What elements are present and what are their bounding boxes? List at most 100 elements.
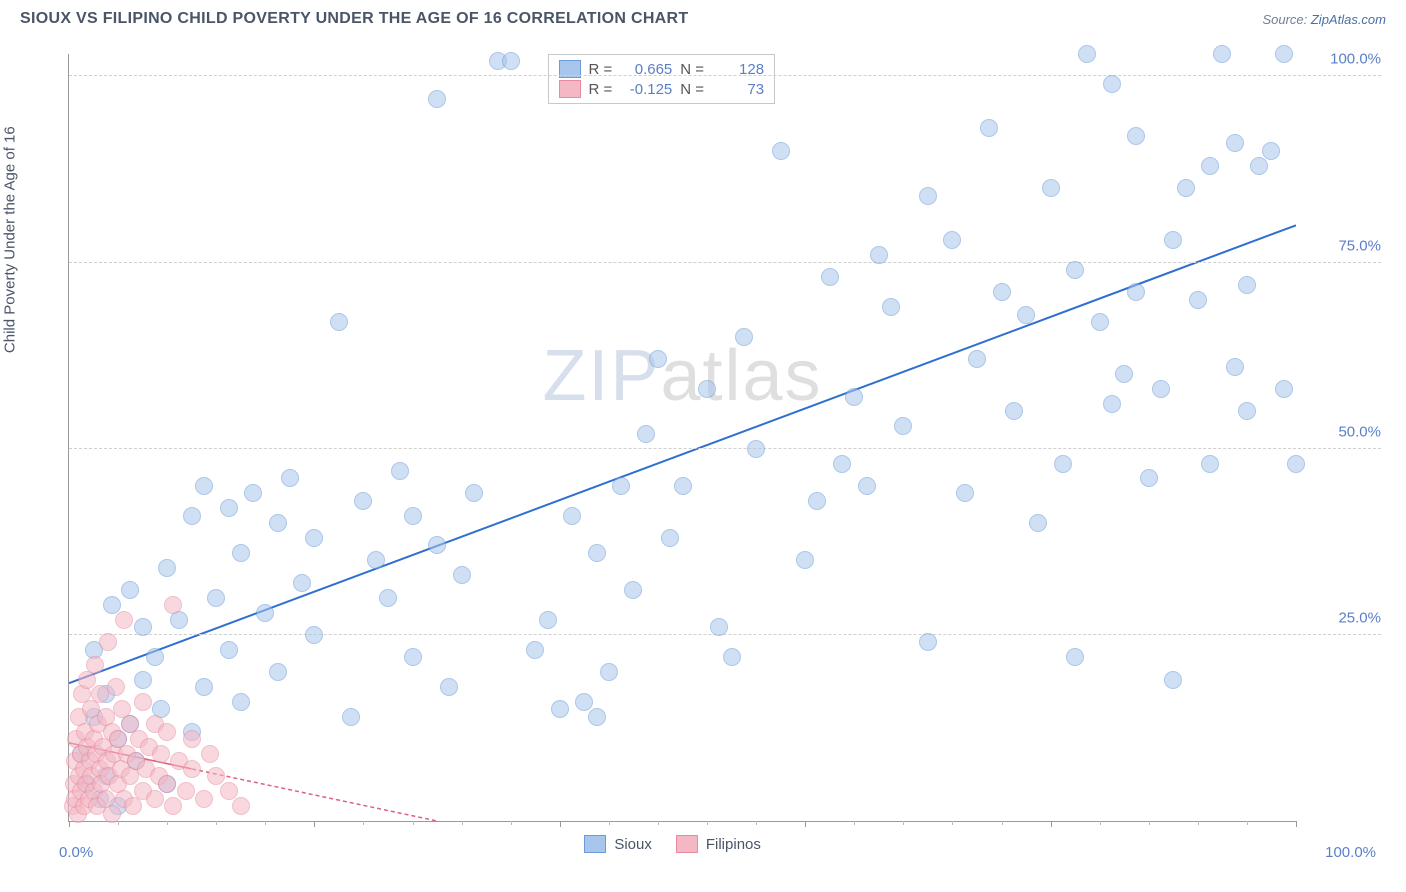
scatter-point [845, 388, 863, 406]
scatter-point [919, 187, 937, 205]
x-tick-minor [1100, 821, 1101, 825]
scatter-point [1017, 306, 1035, 324]
x-tick-minor [707, 821, 708, 825]
x-tick-major [1051, 821, 1052, 827]
scatter-point [232, 693, 250, 711]
chart-container: Child Poverty Under the Age of 16 ZIPatl… [20, 44, 1386, 872]
scatter-point [103, 805, 121, 823]
scatter-point [1127, 127, 1145, 145]
x-tick-minor [363, 821, 364, 825]
scatter-point [342, 708, 360, 726]
scatter-point [107, 678, 125, 696]
scatter-point [698, 380, 716, 398]
legend-stats-row-filipinos: R = -0.125 N = 73 [559, 79, 765, 99]
scatter-point [1201, 455, 1219, 473]
scatter-point [207, 589, 225, 607]
scatter-point [624, 581, 642, 599]
swatch-sioux [584, 835, 606, 853]
x-tick-minor [462, 821, 463, 825]
scatter-point [256, 604, 274, 622]
scatter-point [747, 440, 765, 458]
scatter-point [220, 782, 238, 800]
scatter-point [833, 455, 851, 473]
scatter-point [305, 529, 323, 547]
scatter-point [269, 663, 287, 681]
legend-label-sioux: Sioux [614, 836, 652, 853]
scatter-point [134, 693, 152, 711]
x-tick-minor [413, 821, 414, 825]
scatter-point [943, 231, 961, 249]
scatter-point [1287, 455, 1305, 473]
scatter-point [1091, 313, 1109, 331]
scatter-point [1066, 648, 1084, 666]
scatter-point [183, 760, 201, 778]
scatter-point [1226, 358, 1244, 376]
y-tick-label: 25.0% [1306, 609, 1381, 626]
scatter-point [146, 790, 164, 808]
scatter-point [710, 618, 728, 636]
x-axis-min-label: 0.0% [59, 844, 93, 861]
scatter-point [956, 484, 974, 502]
legend-item-filipinos: Filipinos [676, 835, 761, 853]
y-tick-label: 50.0% [1306, 423, 1381, 440]
legend-stats-box: R = 0.665 N = 128 R = -0.125 N = 73 [548, 54, 776, 104]
scatter-point [269, 514, 287, 532]
x-tick-minor [1247, 821, 1248, 825]
scatter-point [600, 663, 618, 681]
x-tick-major [805, 821, 806, 827]
scatter-point [158, 775, 176, 793]
scatter-point [1029, 514, 1047, 532]
scatter-point [1103, 395, 1121, 413]
scatter-point [1140, 469, 1158, 487]
scatter-point [134, 618, 152, 636]
x-tick-minor [1149, 821, 1150, 825]
scatter-point [612, 477, 630, 495]
scatter-point [453, 566, 471, 584]
scatter-point [1042, 179, 1060, 197]
grid-line [69, 262, 1381, 263]
x-tick-minor [265, 821, 266, 825]
scatter-point [354, 492, 372, 510]
scatter-point [1103, 75, 1121, 93]
scatter-point [428, 536, 446, 554]
scatter-point [244, 484, 262, 502]
plot-area: ZIPatlas R = 0.665 N = 128 R = -0.125 N … [68, 54, 1296, 822]
scatter-point [232, 544, 250, 562]
r-value-filipinos: -0.125 [620, 81, 672, 98]
scatter-point [674, 477, 692, 495]
scatter-point [919, 633, 937, 651]
x-tick-minor [854, 821, 855, 825]
scatter-point [1066, 261, 1084, 279]
x-tick-major [69, 821, 70, 827]
scatter-point [115, 611, 133, 629]
scatter-point [1250, 157, 1268, 175]
scatter-point [440, 678, 458, 696]
scatter-point [796, 551, 814, 569]
x-tick-minor [658, 821, 659, 825]
watermark-zip: ZIP [542, 336, 660, 416]
scatter-point [330, 313, 348, 331]
scatter-point [526, 641, 544, 659]
scatter-point [563, 507, 581, 525]
scatter-point [1238, 402, 1256, 420]
x-tick-minor [511, 821, 512, 825]
scatter-point [367, 551, 385, 569]
x-tick-minor [609, 821, 610, 825]
scatter-point [195, 477, 213, 495]
scatter-point [281, 469, 299, 487]
x-tick-minor [756, 821, 757, 825]
scatter-point [103, 596, 121, 614]
scatter-point [1115, 365, 1133, 383]
legend-item-sioux: Sioux [584, 835, 652, 853]
scatter-point [1054, 455, 1072, 473]
scatter-point [164, 596, 182, 614]
scatter-point [1177, 179, 1195, 197]
source-link[interactable]: ZipAtlas.com [1311, 12, 1386, 27]
scatter-point [1275, 380, 1293, 398]
scatter-point [428, 90, 446, 108]
scatter-point [1005, 402, 1023, 420]
scatter-point [723, 648, 741, 666]
scatter-point [121, 581, 139, 599]
swatch-filipinos [676, 835, 698, 853]
y-axis-label: Child Poverty Under the Age of 16 [2, 126, 19, 353]
